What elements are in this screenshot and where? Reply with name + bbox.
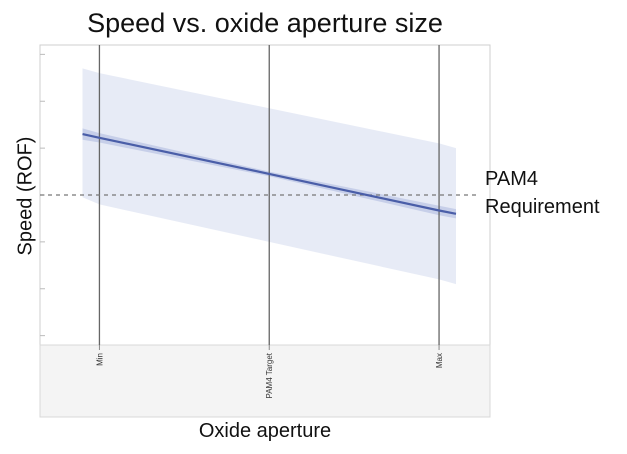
x-axis-label: Oxide aperture [198, 420, 332, 442]
fit-line [82, 133, 457, 215]
reference-label-line2: Requirement [485, 196, 600, 218]
y-axis-label: Speed (ROF) [14, 136, 37, 256]
reference-line-label: PAM4 Requirement [485, 165, 625, 221]
x-tick-label: Max [435, 353, 444, 368]
reference-label-line1: PAM4 [485, 168, 538, 190]
x-tick-panel [39, 344, 491, 418]
x-tick-label: PAM4 Target [265, 352, 274, 398]
x-tick-labels: Min PAM4 Target Max [95, 352, 444, 398]
x-tick-label: Min [95, 353, 104, 366]
chart-title: Speed vs. oxide aperture size [87, 8, 443, 38]
